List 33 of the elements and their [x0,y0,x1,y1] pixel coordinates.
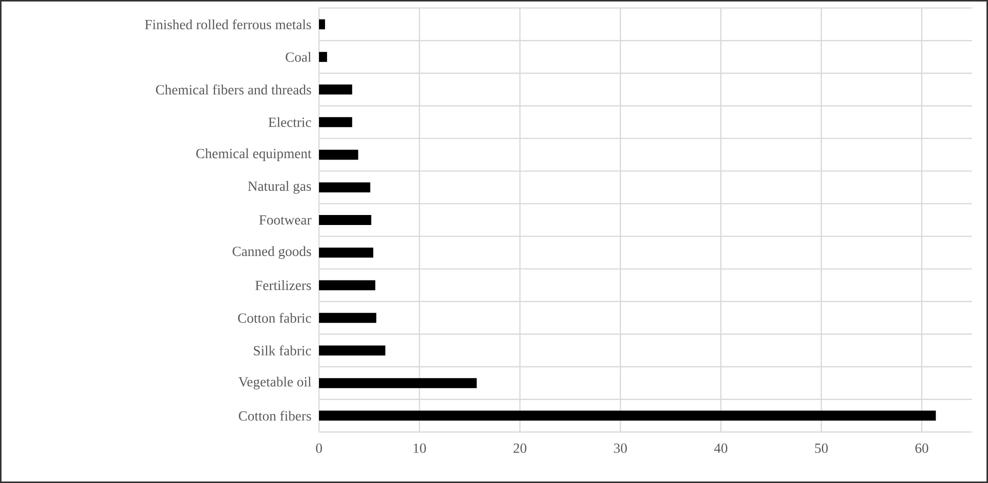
x-tick-label: 10 [414,444,426,453]
y-tick-label: Footwear [259,215,312,225]
y-tick-label: Cotton fabric [238,312,312,323]
bar [319,410,936,421]
bar [319,280,376,290]
y-tick-label: Chemical equipment [196,148,312,162]
x-tick-label: 60 [915,444,928,453]
bar [319,84,352,95]
y-tick-label: Chemical fibers and threads [156,84,312,95]
bar [319,117,352,128]
y-tick-label: Silk fabric [254,345,312,356]
y-tick-label: Coal [286,52,312,62]
y-tick-label: Fertilizers [255,280,311,290]
bar [319,214,372,225]
y-tick-label: Cotton fibers [238,410,311,421]
bar [319,19,326,30]
bar [319,312,376,323]
y-tick-label: Natural gas [248,181,311,194]
y-tick-label: Canned goods [232,246,311,259]
x-tick-label: 50 [815,444,828,453]
bar [319,345,386,356]
bar [319,378,477,388]
bar [319,150,358,160]
bar [319,248,374,258]
bar [319,52,328,62]
bar [319,182,370,192]
x-tick-label: 0 [316,444,322,453]
y-tick-label: Electric [268,117,312,128]
x-tick-label: 20 [514,444,526,453]
x-tick-label: 30 [614,444,627,453]
y-tick-label: Vegetable oil [238,376,312,390]
y-tick-label: Finished rolled ferrous metals [144,19,311,30]
x-tick-label: 40 [714,444,728,453]
